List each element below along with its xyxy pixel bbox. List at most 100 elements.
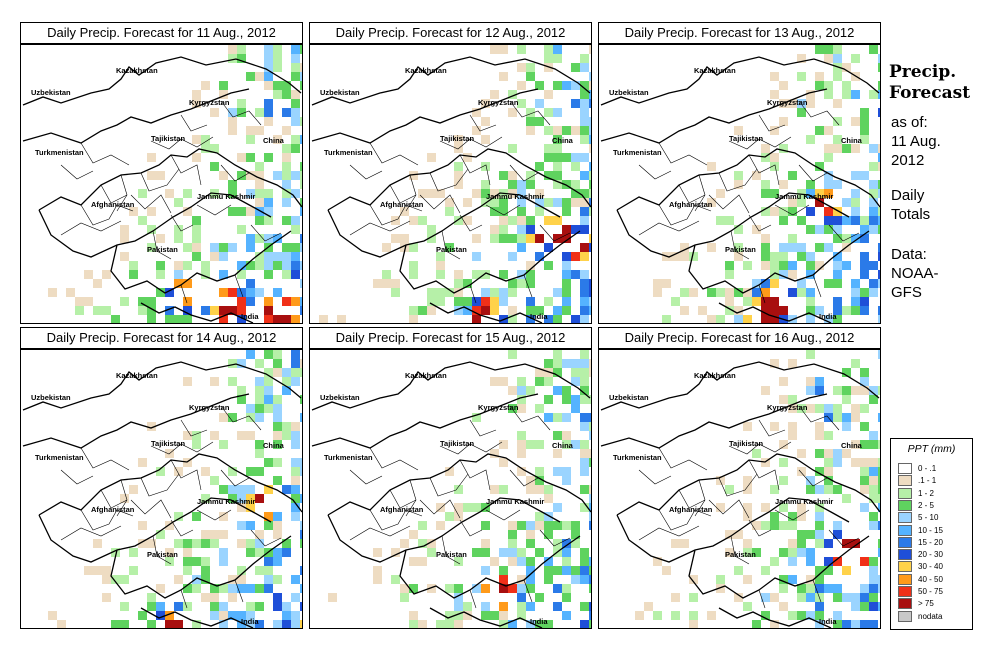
precip-cell [544,413,553,422]
precip-cell [201,306,210,315]
precip-cell [84,297,93,306]
precip-cell [282,602,291,611]
precip-cell [264,458,273,467]
precip-cell [734,126,743,135]
precip-cell [878,270,880,279]
precip-cell [860,288,869,297]
precip-cell [878,485,880,494]
precip-cell [580,90,589,99]
precip-cell [291,494,300,503]
precip-cell [255,198,264,207]
precip-cell [806,306,815,315]
precip-cell [264,404,273,413]
precip-cell [201,270,210,279]
precip-cell [589,306,591,315]
precip-cell [508,521,517,530]
precip-cell [237,359,246,368]
precip-cell [282,144,291,153]
precip-cell [851,144,860,153]
precip-cell [878,494,880,503]
precip-cell [869,189,878,198]
precip-cell [120,252,129,261]
country-label-turkmenistan: Turkmenistan [35,453,84,462]
precip-cell [418,306,427,315]
precip-cell [210,530,219,539]
precip-cell [562,81,571,90]
precip-cell [228,359,237,368]
precip-cell [806,297,815,306]
precip-cell [201,494,210,503]
precip-cell [824,584,833,593]
precip-cell [716,288,725,297]
precip-cell [174,261,183,270]
precip-cell [878,458,880,467]
precip-cell [255,584,264,593]
precip-cell [779,180,788,189]
precip-map: Kazakhstan Uzbekistan Kyrgyzstan Tajikistan… [598,44,881,324]
country-label-afghanistan: Afghanistan [91,505,135,514]
precip-cell [779,243,788,252]
precip-cell [264,566,273,575]
precip-cell [743,297,752,306]
precip-cell [391,288,400,297]
legend-swatch [898,475,912,487]
precip-cell [499,566,508,575]
precip-cell [282,261,291,270]
precip-cell [544,54,553,63]
precip-cell [418,539,427,548]
precip-cell [102,306,111,315]
precip-cell [770,297,779,306]
precip-cell [472,234,481,243]
precip-cell [806,99,815,108]
precip-cell [282,422,291,431]
precip-cell [291,72,300,81]
precip-cell [544,144,553,153]
precip-cell [219,81,228,90]
precip-cell [562,521,571,530]
precip-cell [255,216,264,225]
precip-cell [499,297,508,306]
precip-cell [273,315,282,323]
precip-cell [725,306,734,315]
precip-cell [508,620,517,628]
precip-cell [183,261,192,270]
precip-cell [580,548,589,557]
precip-cell [878,108,880,117]
precip-cell [869,494,878,503]
precip-cell [282,252,291,261]
precip-cell [743,539,752,548]
precip-cell [788,521,797,530]
precip-cell [174,467,183,476]
precip-cell [761,297,770,306]
precip-cell [860,252,869,261]
precip-cell [770,512,779,521]
country-label-pakistan: Pakistan [436,550,467,559]
precip-cell [228,189,237,198]
precip-cell [111,548,120,557]
precip-cell [409,216,418,225]
precip-cell [102,575,111,584]
precip-cell [463,611,472,620]
precip-cell [300,458,302,467]
precip-cell [707,611,716,620]
precip-cell [571,189,580,198]
country-label-tajikistan: Tajikistan [440,439,474,448]
precip-cell [427,225,436,234]
precip-cell [409,557,418,566]
precip-cell [571,404,580,413]
precip-cell [210,108,219,117]
precip-cell [228,207,237,216]
precip-cell [102,593,111,602]
precip-cell [851,539,860,548]
country-label-kyrgyzstan: Kyrgyzstan [767,403,808,412]
precip-cell [562,467,571,476]
precip-cell [490,377,499,386]
precip-cell [255,72,264,81]
precip-cell [653,279,662,288]
precip-cell [580,108,589,117]
precip-cell [255,377,264,386]
precip-cell [499,288,508,297]
precip-cell [589,189,591,198]
legend-label: 2 - 5 [918,500,935,510]
precip-cell [571,63,580,72]
